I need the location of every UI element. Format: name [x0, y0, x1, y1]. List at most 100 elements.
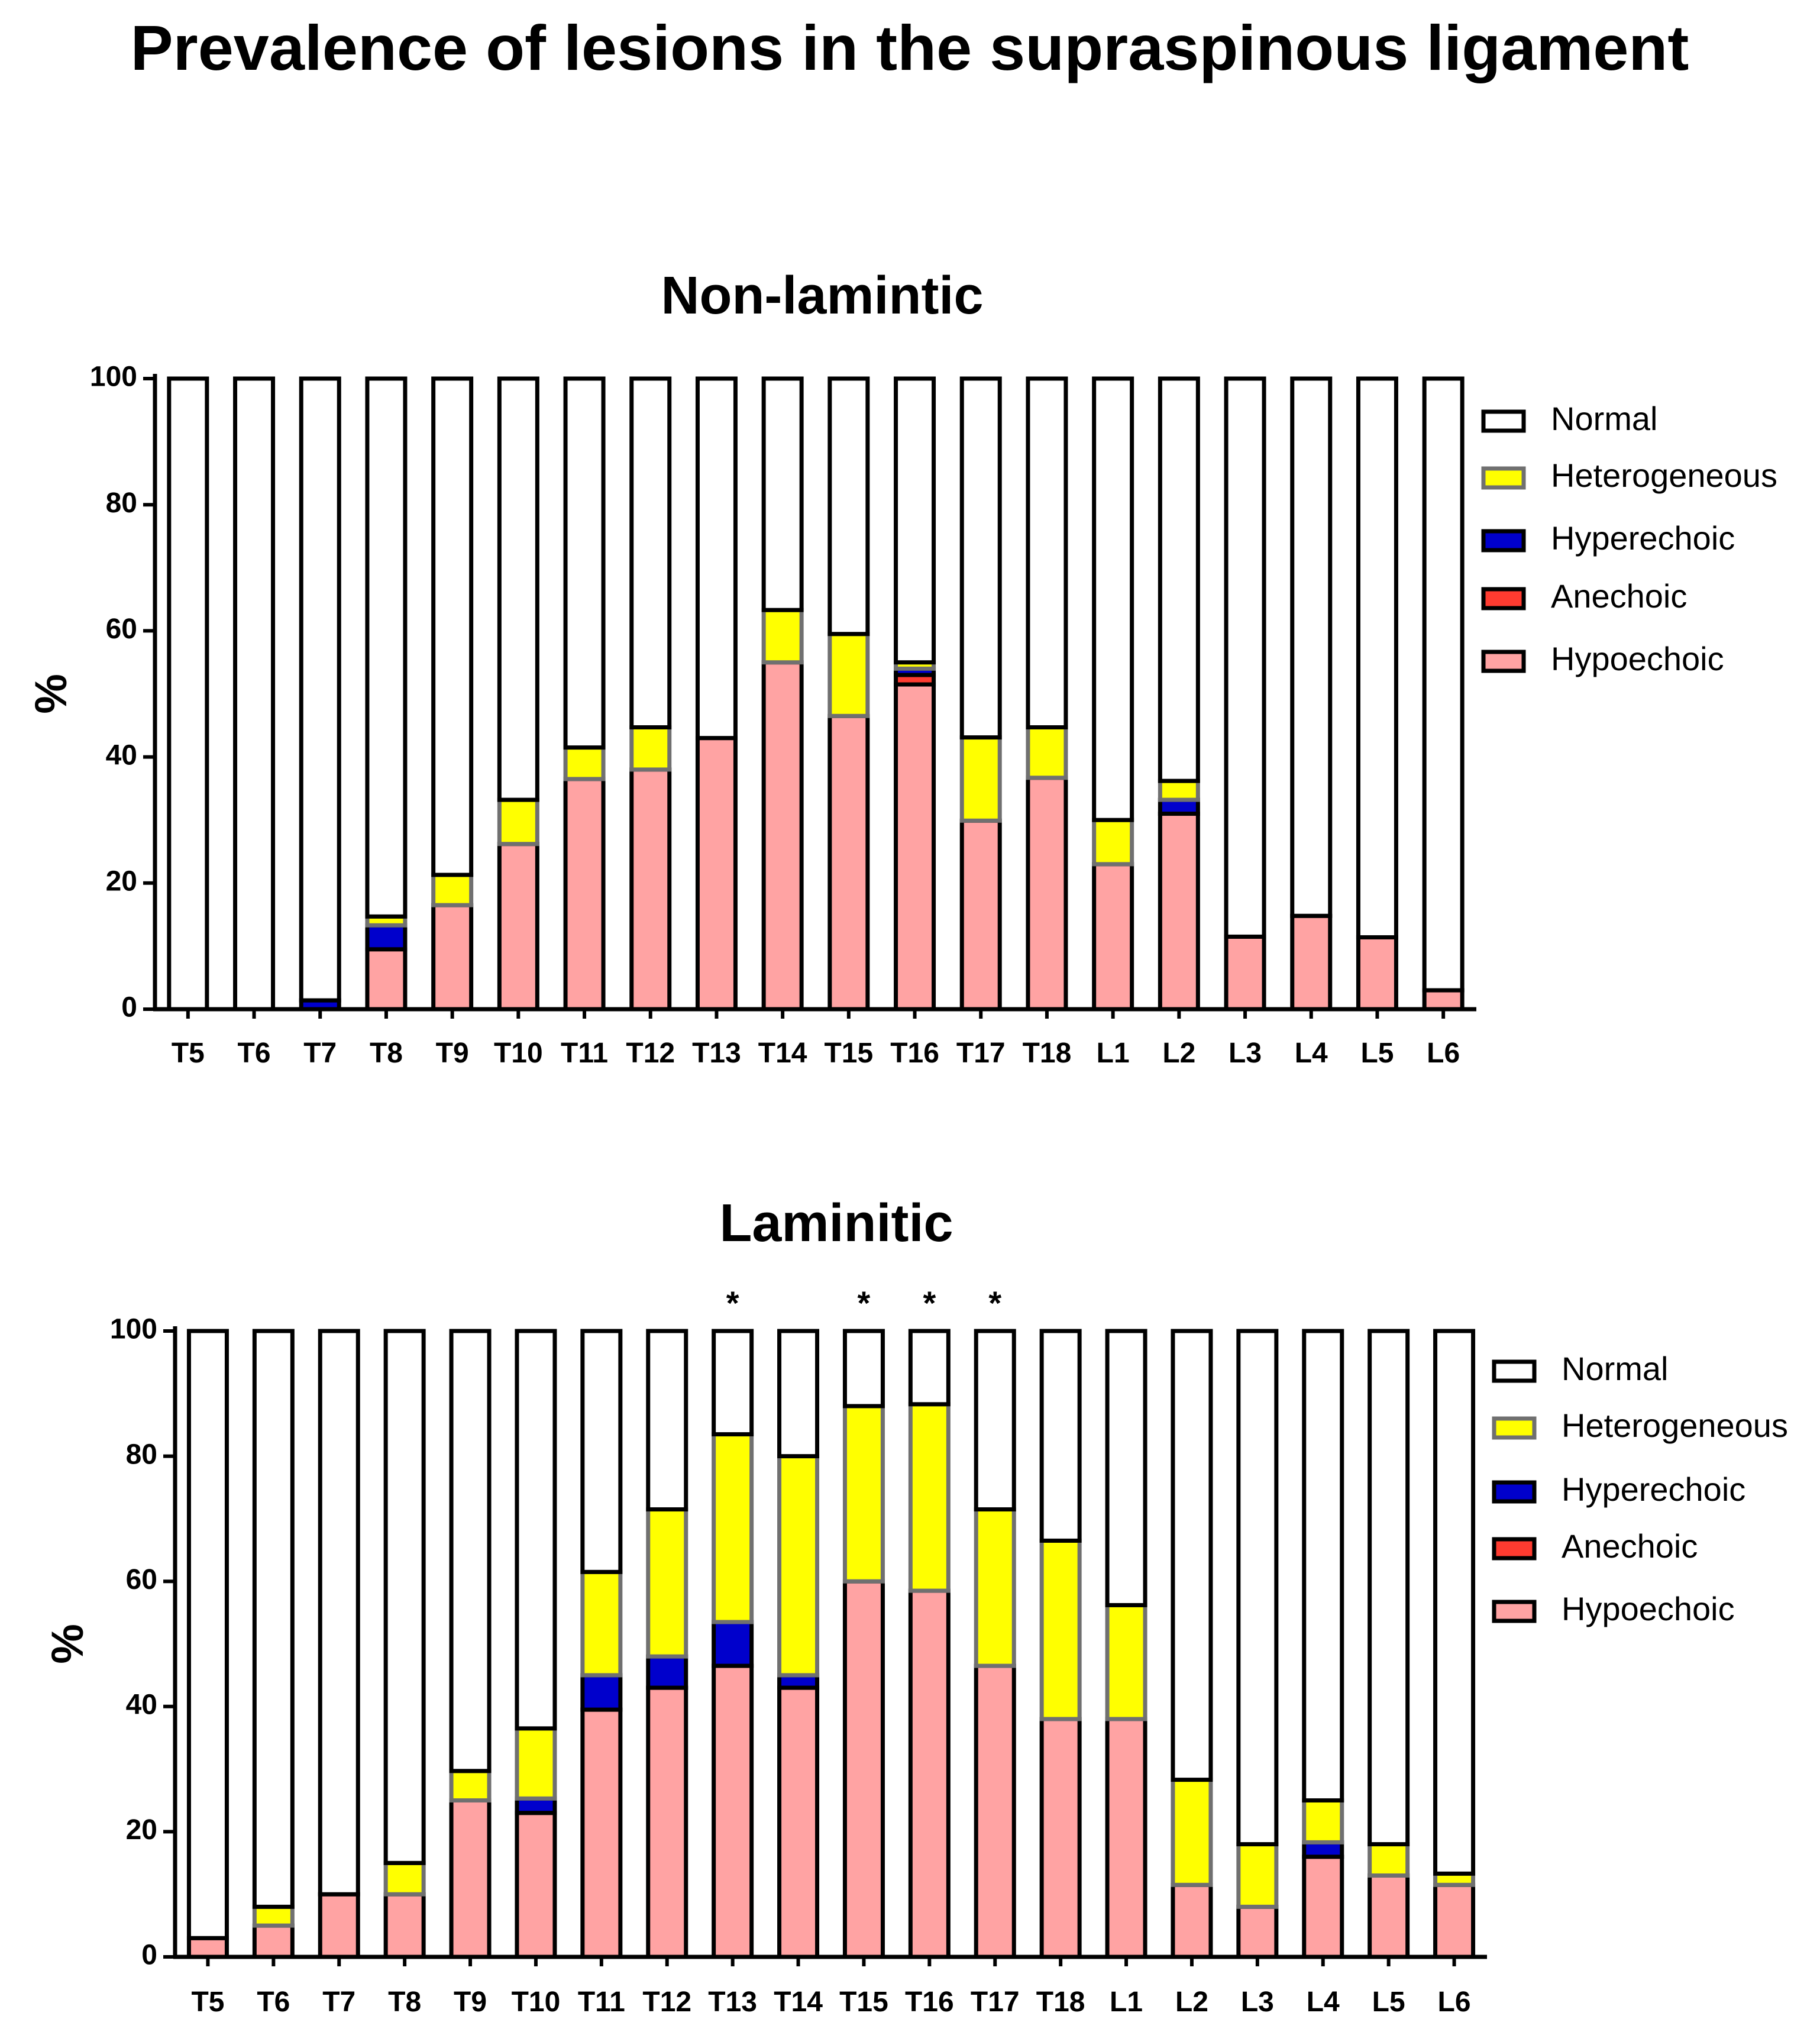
bar-hyperechoic-T13	[712, 1620, 754, 1668]
bar-hypoechoic-L2	[1158, 812, 1200, 1012]
bar-hypoechoic-T6	[252, 1923, 295, 1959]
bar-hypoechoic-L4	[1290, 913, 1333, 1012]
x-tick-label: T17	[971, 1986, 1020, 2018]
legend-label-hyperechoic: Hyperechoic	[1562, 1471, 1745, 1508]
bar-normal-T10	[497, 376, 539, 802]
x-tick-label: T5	[191, 1986, 224, 2018]
bar-hypoechoic-T7	[318, 1892, 360, 1959]
bar-hypoechoic-T9	[449, 1798, 492, 1959]
bar-normal-T16	[908, 1329, 951, 1407]
bar-normal-T11	[563, 376, 606, 750]
legend-label-hypoechoic: Hypoechoic	[1551, 640, 1724, 677]
legend-swatch-anechoic	[1481, 587, 1526, 610]
bar-normal-T17	[974, 1329, 1016, 1512]
bar-hypoechoic-T16	[894, 682, 936, 1012]
bar-heterogeneous-T12	[629, 725, 672, 772]
bar-hyperechoic-T11	[580, 1673, 623, 1712]
legend-swatch-hypoechoic	[1481, 650, 1526, 673]
x-tick-label: T11	[578, 1986, 625, 2018]
y-tick-label: 20	[106, 865, 137, 897]
bar-hypoechoic-T16	[908, 1588, 951, 1959]
legend-label-anechoic: Anechoic	[1562, 1527, 1698, 1565]
bar-normal-T5	[167, 376, 209, 1012]
bar-heterogeneous-L1	[1092, 818, 1134, 867]
bar-hypoechoic-L6	[1433, 1882, 1476, 1959]
bar-normal-T7	[318, 1329, 360, 1897]
x-tick-label: T15	[839, 1986, 888, 2018]
x-tick-label: L3	[1229, 1038, 1262, 1069]
bar-heterogeneous-L2	[1171, 1778, 1213, 1887]
bar-heterogeneous-T12	[646, 1507, 688, 1659]
y-axis-label: %	[43, 1624, 93, 1664]
legend-label-normal: Normal	[1551, 400, 1657, 437]
x-tick-label: T18	[1023, 1038, 1072, 1069]
significance-marker: *	[988, 1284, 1001, 1322]
bar-normal-T14	[761, 376, 804, 612]
chart-title: Laminitic	[719, 1194, 953, 1253]
bar-hyperechoic-T10	[515, 1796, 557, 1815]
bar-heterogeneous-T18	[1039, 1538, 1082, 1721]
bar-heterogeneous-T15	[827, 632, 870, 718]
x-tick-label: T13	[692, 1038, 741, 1069]
bar-heterogeneous-T11	[563, 745, 606, 781]
x-tick-label: T16	[905, 1986, 954, 2018]
bar-normal-L3	[1224, 376, 1266, 939]
significance-marker: *	[726, 1284, 739, 1322]
bar-normal-T14	[777, 1329, 820, 1459]
bar-normal-L5	[1356, 376, 1398, 939]
bar-hypoechoic-T18	[1026, 776, 1068, 1012]
bar-heterogeneous-L2	[1158, 778, 1200, 802]
legend-swatch-heterogeneous	[1481, 466, 1526, 490]
bar-hypoechoic-T13	[695, 736, 738, 1012]
x-tick-label: L1	[1097, 1038, 1130, 1069]
bar-normal-T13	[695, 376, 738, 741]
bar-normal-T5	[186, 1329, 229, 1940]
x-tick-label: T14	[758, 1038, 807, 1069]
x-tick-label: T8	[370, 1038, 403, 1069]
bar-heterogeneous-T10	[515, 1726, 557, 1801]
bar-heterogeneous-L3	[1236, 1842, 1279, 1909]
legend-label-heterogeneous: Heterogeneous	[1562, 1407, 1788, 1444]
bar-normal-T8	[383, 1329, 426, 1865]
bar-heterogeneous-T10	[497, 797, 539, 847]
legend-swatch-hyperechoic	[1492, 1480, 1537, 1504]
bar-normal-L2	[1158, 376, 1200, 783]
legend-swatch-hyperechoic	[1481, 529, 1526, 553]
bar-hypoechoic-L5	[1356, 935, 1398, 1012]
bar-hypoechoic-L3	[1236, 1904, 1279, 1959]
x-tick-label: T10	[512, 1986, 561, 2018]
x-tick-label: T18	[1036, 1986, 1085, 2018]
bar-heterogeneous-T11	[580, 1569, 623, 1678]
bar-normal-L3	[1236, 1329, 1279, 1847]
bar-hypoechoic-L4	[1302, 1855, 1344, 1959]
bar-heterogeneous-T18	[1026, 725, 1068, 780]
x-tick-label: T11	[561, 1038, 608, 1069]
x-tick-label: T9	[436, 1038, 469, 1069]
y-tick-label: 0	[141, 1940, 157, 1971]
chart-laminitic: Laminitic% T5 T6 T7 T8 T9 T10 T11 T12 T13 T14 T15 T1…	[43, 1194, 1788, 2018]
bar-heterogeneous-L4	[1302, 1798, 1344, 1844]
y-tick-label: 80	[106, 487, 137, 519]
y-tick-label: 60	[106, 613, 137, 645]
bar-normal-T16	[894, 376, 936, 665]
bar-hypoechoic-L2	[1171, 1882, 1213, 1959]
bar-hypoechoic-T18	[1039, 1717, 1082, 1959]
x-tick-label: T6	[238, 1038, 271, 1069]
chart-title: Non-lamintic	[661, 266, 983, 325]
bar-hypoechoic-T11	[563, 777, 606, 1012]
bar-normal-T15	[842, 1329, 885, 1408]
x-tick-label: T17	[956, 1038, 1006, 1069]
x-tick-label: T5	[172, 1038, 205, 1069]
x-tick-label: L6	[1438, 1986, 1471, 2018]
bar-normal-T9	[431, 376, 474, 877]
figure-title: Prevalence of lesions in the supraspinou…	[131, 12, 1689, 83]
x-tick-label: T13	[708, 1986, 757, 2018]
bar-heterogeneous-T16	[908, 1402, 951, 1593]
legend-swatch-heterogeneous	[1492, 1416, 1537, 1440]
bar-hypoechoic-T10	[497, 842, 539, 1012]
bar-normal-T17	[959, 376, 1002, 740]
legend-label-anechoic: Anechoic	[1551, 577, 1687, 615]
x-tick-label: L6	[1427, 1038, 1460, 1069]
significance-marker: *	[858, 1284, 871, 1322]
